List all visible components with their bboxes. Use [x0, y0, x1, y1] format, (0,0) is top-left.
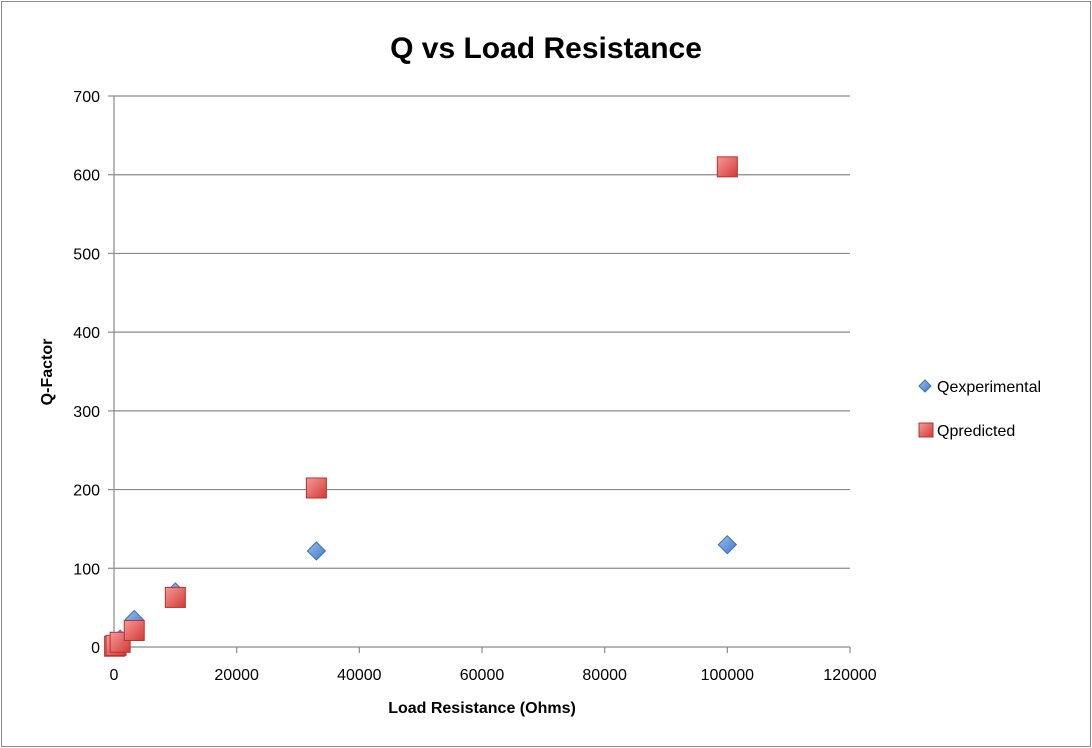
x-tick-label: 60000: [460, 667, 505, 684]
y-tick-label: 100: [73, 561, 100, 578]
gridlines: [108, 95, 850, 648]
legend: Qexperimental Qpredicted: [918, 379, 1041, 440]
y-tick-label: 300: [73, 404, 100, 421]
y-tick-label: 700: [73, 89, 100, 106]
y-tick-labels: 0 100 200 300 400 500 600 700: [73, 89, 100, 657]
legend-label: Qpredicted: [937, 423, 1015, 440]
y-tick-label: 500: [73, 246, 100, 263]
x-tick-labels: 0 20000 40000 60000 80000 100000 120000: [110, 667, 877, 684]
x-tick-label: 20000: [214, 667, 259, 684]
chart-title: Q vs Load Resistance: [390, 32, 702, 65]
legend-marker-diamond: [918, 379, 932, 393]
y-tick-label: 400: [73, 325, 100, 342]
data-points: [104, 156, 738, 657]
legend-marker-square: [918, 422, 934, 438]
y-tick-label: 200: [73, 483, 100, 500]
square-point-qpredicted: [123, 619, 145, 641]
x-tick-label: 0: [110, 667, 119, 684]
square-point-qpredicted: [164, 586, 186, 608]
x-tick-label: 120000: [823, 667, 876, 684]
square-point-qpredicted: [716, 156, 738, 178]
legend-label: Qexperimental: [937, 379, 1041, 396]
y-tick-label: 0: [91, 640, 100, 657]
x-axis-label: Load Resistance (Ohms): [388, 700, 576, 717]
y-axis-label: Q-Factor: [39, 339, 56, 406]
x-tick-label: 40000: [337, 667, 382, 684]
axes: [113, 96, 851, 653]
x-tick-label: 80000: [582, 667, 627, 684]
square-point-qpredicted: [305, 477, 327, 499]
y-tick-label: 600: [73, 168, 100, 185]
x-tick-label: 100000: [701, 667, 754, 684]
diamond-point-qexperimental: [717, 534, 738, 555]
diamond-point-qexperimental: [306, 541, 327, 561]
